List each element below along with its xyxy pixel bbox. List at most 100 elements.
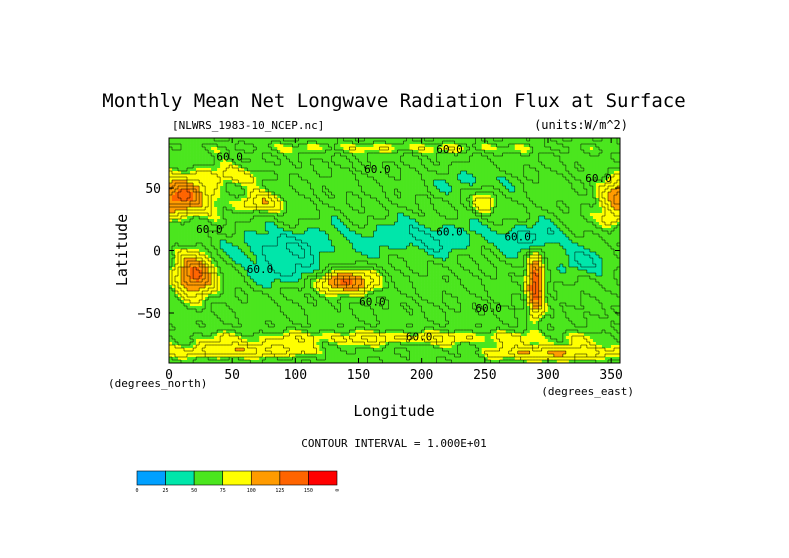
field-cell <box>526 183 531 187</box>
field-cell <box>460 225 464 229</box>
field-cell <box>589 180 594 184</box>
field-cell <box>280 144 284 148</box>
field-cell <box>232 162 236 166</box>
field-cell <box>298 174 302 178</box>
field-cell <box>373 183 377 187</box>
field-cell <box>400 222 404 226</box>
field-cell <box>523 234 528 238</box>
field-cell <box>319 210 323 214</box>
field-cell <box>289 231 293 235</box>
field-cell <box>580 186 585 190</box>
field-cell <box>535 225 540 229</box>
field-cell <box>313 171 317 175</box>
field-cell <box>403 156 407 160</box>
field-cell <box>355 198 359 202</box>
field-cell <box>274 138 278 142</box>
field-cell <box>196 201 200 205</box>
field-cell <box>463 177 467 181</box>
field-cell <box>442 165 446 169</box>
field-cell <box>571 216 576 220</box>
field-cell <box>178 234 182 238</box>
field-cell <box>610 204 615 208</box>
field-cell <box>373 156 377 160</box>
field-cell <box>202 168 206 172</box>
field-cell <box>502 222 507 226</box>
field-cell <box>325 228 329 232</box>
field-cell <box>544 201 549 205</box>
field-cell <box>229 207 233 211</box>
field-cell <box>616 201 621 205</box>
field-cell <box>190 234 194 238</box>
field-cell <box>367 231 371 235</box>
field-cell <box>271 198 275 202</box>
field-cell <box>238 156 242 160</box>
field-cell <box>388 222 392 226</box>
field-cell <box>592 174 597 178</box>
field-cell <box>307 228 311 232</box>
field-cell <box>472 165 476 169</box>
field-cell <box>433 225 437 229</box>
field-cell <box>598 165 603 169</box>
field-cell <box>421 195 425 199</box>
field-cell <box>364 168 368 172</box>
field-cell <box>508 144 513 148</box>
field-cell <box>319 153 323 157</box>
field-cell <box>265 156 269 160</box>
field-cell <box>322 210 326 214</box>
field-cell <box>181 228 185 232</box>
field-cell <box>253 162 257 166</box>
field-cell <box>367 192 371 196</box>
field-cell <box>442 180 446 184</box>
field-cell <box>610 210 615 214</box>
field-cell <box>337 213 341 217</box>
field-cell <box>439 165 443 169</box>
field-cell <box>352 234 356 238</box>
field-cell <box>388 177 392 181</box>
field-cell <box>349 168 353 172</box>
field-cell <box>526 150 531 154</box>
field-cell <box>319 165 323 169</box>
field-cell <box>313 207 317 211</box>
field-cell <box>553 153 558 157</box>
field-cell <box>388 231 392 235</box>
field-cell <box>292 195 296 199</box>
field-cell <box>340 213 344 217</box>
field-cell <box>268 168 272 172</box>
field-cell <box>421 219 425 223</box>
field-cell <box>268 177 272 181</box>
field-cell <box>505 174 510 178</box>
field-cell <box>439 192 443 196</box>
field-cell <box>349 159 353 163</box>
field-cell <box>547 165 552 169</box>
field-cell <box>256 219 260 223</box>
field-cell <box>466 168 470 172</box>
field-cell <box>499 165 504 169</box>
field-cell <box>364 213 368 217</box>
field-cell <box>421 231 425 235</box>
field-cell <box>196 144 200 148</box>
field-cell <box>277 237 281 241</box>
field-cell <box>406 177 410 181</box>
field-cell <box>268 234 272 238</box>
field-cell <box>565 159 570 163</box>
field-cell <box>487 231 492 235</box>
field-cell <box>595 141 600 145</box>
field-cell <box>331 147 335 151</box>
field-cell <box>598 138 603 142</box>
field-cell <box>388 141 392 145</box>
field-cell <box>223 174 227 178</box>
field-cell <box>457 216 461 220</box>
field-cell <box>319 213 323 217</box>
field-cell <box>379 141 383 145</box>
field-cell <box>460 189 464 193</box>
field-cell <box>358 195 362 199</box>
field-cell <box>577 201 582 205</box>
field-cell <box>610 219 615 223</box>
field-cell <box>268 198 272 202</box>
field-cell <box>169 207 173 211</box>
field-cell <box>349 186 353 190</box>
field-cell <box>376 201 380 205</box>
field-cell <box>292 207 296 211</box>
field-cell <box>481 162 485 166</box>
field-cell <box>532 156 537 160</box>
